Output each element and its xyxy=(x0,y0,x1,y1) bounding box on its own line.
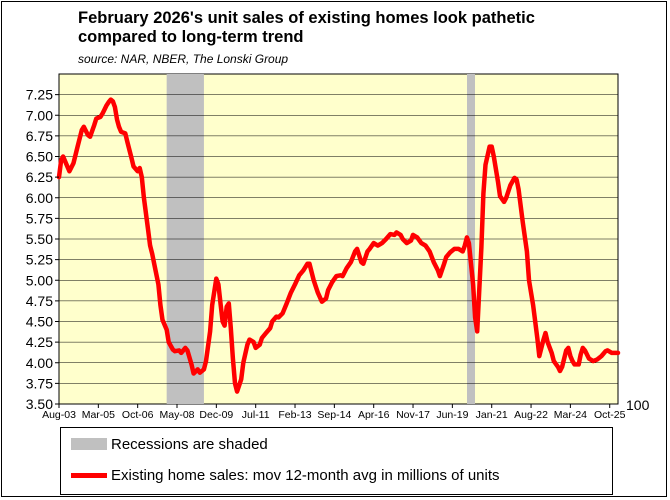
y-tick-label: 4.25 xyxy=(26,334,53,350)
x-tick-label: Mar-24 xyxy=(554,409,587,421)
y-tick-label: 3.75 xyxy=(26,375,53,391)
title-line-2: compared to long-term trend xyxy=(78,28,304,46)
x-tick-label: Aug-22 xyxy=(514,409,548,421)
y-tick-label: 5.00 xyxy=(26,272,53,288)
series-swatch-icon xyxy=(71,472,107,478)
y-tick-label: 6.25 xyxy=(26,169,53,185)
chart-title: February 2026's unit sales of existing h… xyxy=(78,9,535,47)
x-tick-label: Sep-14 xyxy=(317,409,351,421)
series-line-1 xyxy=(56,97,621,394)
title-line-1: February 2026's unit sales of existing h… xyxy=(78,9,535,27)
y-tick-label: 7.25 xyxy=(26,87,53,103)
x-tick-label: Dec-09 xyxy=(199,409,233,421)
x-tick-label: May-08 xyxy=(160,409,195,421)
right-axis-label: 100 xyxy=(626,397,650,413)
legend-recession-label: Recessions are shaded xyxy=(111,435,268,453)
y-tick-label: 5.25 xyxy=(26,252,53,268)
recession-swatch-icon xyxy=(71,438,107,450)
y-tick-label: 6.00 xyxy=(26,190,53,206)
legend-item-recessions: Recessions are shaded xyxy=(71,433,268,455)
x-tick-label: Aug-03 xyxy=(42,409,76,421)
x-tick-label: Apr-16 xyxy=(358,409,390,421)
legend-item-series: Existing home sales: mov 12-month avg in… xyxy=(71,464,500,486)
x-tick-label: Jan-21 xyxy=(476,409,508,421)
legend: Recessions are shaded Existing home sale… xyxy=(60,427,613,495)
y-tick-label: 6.75 xyxy=(26,128,53,144)
y-tick-label: 4.00 xyxy=(26,355,53,371)
x-tick-label: Nov-17 xyxy=(396,409,430,421)
legend-series-label: Existing home sales: mov 12-month avg in… xyxy=(111,466,500,484)
y-tick-label: 4.50 xyxy=(26,314,53,330)
y-tick-label: 3.50 xyxy=(26,396,53,412)
y-tick-label: 4.75 xyxy=(26,293,53,309)
y-axis: 3.50 3.75 4.00 4.25 4.50 4.75 5.00 5.25 5.50 5.75… xyxy=(26,87,59,412)
x-tick-label: Feb-13 xyxy=(278,409,311,421)
x-tick-label: Jul-11 xyxy=(242,409,270,421)
y-tick-label: 5.75 xyxy=(26,210,53,226)
y-tick-label: 5.50 xyxy=(26,231,53,247)
x-tick-label: Oct-06 xyxy=(122,409,154,421)
x-axis: Aug-03 Mar-05 Oct-06 May-08 Dec-09 Jul-11 Feb-… xyxy=(42,404,626,421)
chart-subtitle: source: NAR, NBER, The Lonski Group xyxy=(78,52,289,66)
y-tick-label: 6.50 xyxy=(26,149,53,165)
gridlines-group xyxy=(59,94,618,384)
x-tick-label: Mar-05 xyxy=(82,409,115,421)
x-tick-label: Jun-19 xyxy=(436,409,468,421)
y-tick-label: 7.00 xyxy=(26,107,53,123)
series-line-group xyxy=(56,97,621,394)
x-tick-label: Oct-25 xyxy=(594,409,626,421)
